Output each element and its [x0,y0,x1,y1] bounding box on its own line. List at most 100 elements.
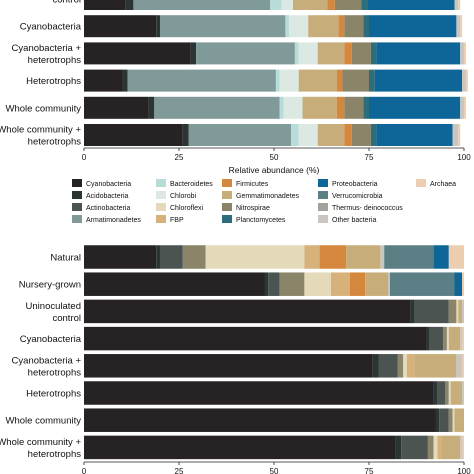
bar-segment-gemmatimonadetes [293,0,328,10]
row-label-line: Cyanobacteria + [12,355,82,366]
bar-row: Heterotrophs [26,381,464,405]
row-label-line: Cyanobacteria + [12,43,82,54]
bar-segment-armatimonadetes [188,124,292,146]
bar-segment-proteobacteria [367,0,455,10]
bar-segment-chlorobi [283,96,303,119]
bar-segment-nitrospirae [448,299,457,324]
bar-segment-archaea [460,15,463,38]
bar-segment-archaea [462,272,464,296]
bar-segment-planctomycetes [370,42,377,65]
bar-segment-actinobacteria [160,245,183,269]
bar-segment-nitrospirae [351,42,371,65]
bar-segment-firmicutes [338,15,345,38]
row-label: Cyanobacteria + heterotrophs [12,43,82,66]
bar-segment-nitrospirae [448,408,453,432]
bar-segment-actinobacteria [429,326,444,351]
row-label-line: control [52,313,81,324]
bar-segment-chloroflexi [304,272,331,296]
bar-segment-actinobacteria [401,435,428,460]
x-tick-label: 100 [457,153,471,162]
bar-segment-other [388,272,390,296]
row-label: Cyanobacteria [20,334,82,345]
bar-segment-proteobacteria [369,15,457,38]
legend-label: Thermus- deinococcus [332,205,403,212]
row-label: Natural [50,253,81,264]
x-tick-label: 25 [175,153,184,162]
legend-item: Verrucomicrobia [318,191,383,200]
legend-item: Acidobacteria [72,191,129,200]
bar-segment-chlorobi [298,124,318,146]
bar-segment-bacteroidetes [294,42,299,65]
row-label: control [52,0,81,6]
row-label-line: Whole community [6,416,82,427]
bar-segment-bacteroidetes [291,124,299,146]
bar-segment-nitrospirae [427,435,434,460]
bar-row: Whole community [6,408,464,432]
bar-segment-acidobacteria [122,69,128,92]
bar-segment-other [462,299,464,324]
bar-row: Natural [50,245,464,269]
bar-segment-other [460,42,464,65]
bar-row: Uninoculated control [26,299,464,324]
bar-segment-nitrospirae [344,15,364,38]
x-axis-title: Relative abundance (%) [229,165,320,175]
bar-row: Whole community [6,96,466,119]
bar-segment-other [460,326,463,351]
legend-label: Nitrospirae [236,205,270,212]
legend-swatch [318,179,328,187]
bar-segment-archaea [462,435,464,460]
legend-item: Gemmatimonadetes [222,191,300,200]
bar-segment-other [456,15,461,38]
row-label-line: heterotrophs [28,137,82,148]
bar-segment-chloroflexi [452,408,455,432]
row-label: Whole community + heterotrophs [0,437,81,460]
chart-panel-bottom: Natural Nursery-grown Uninoculated control C… [0,245,471,474]
row-label: Whole community + heterotrophs [0,125,81,148]
bar-segment-acidobacteria [395,435,402,460]
legend-swatch [156,179,166,187]
x-tick-label: 25 [175,467,184,474]
bar-segment-acidobacteria [426,326,430,351]
bar-segment-acidobacteria [156,15,160,38]
x-tick-label: 50 [270,153,279,162]
bar-row: control [52,0,461,10]
bar-segment-other [452,124,459,146]
bar-segment-actinobacteria [439,408,449,432]
bar-row: Cyanobacteria [20,15,463,38]
bar-segment-other [456,354,463,378]
bar-segment-armatimonadetes [127,69,276,92]
bar-segment-acidobacteria [125,0,134,10]
bar-segment-cyanobacteria [84,435,396,460]
bar-segment-gemmatimonadetes [365,272,388,296]
bar-segment-acidobacteria [410,299,415,324]
bar-row: Cyanobacteria + heterotrophs [12,42,466,66]
bar-segment-proteobacteria [376,42,461,65]
bar-segment-chlorobi [279,69,299,92]
bar-segment-firmicutes [336,96,345,119]
legend-swatch [72,191,82,199]
bar-segment-chloroflexi [448,381,451,405]
x-tick-label: 0 [82,467,87,474]
legend-swatch [416,179,426,187]
bar-segment-nitrospirae [445,381,449,405]
bar-row: Cyanobacteria [20,326,464,351]
row-label-line: Whole community [6,103,82,114]
bar-segment-chloroflexi [456,299,459,324]
bar-segment-actinobacteria [378,354,398,378]
legend-item: Proteobacteria [318,179,378,188]
x-tick-label: 0 [82,153,87,162]
bar-segment-gemmatimonadetes [346,245,381,269]
legend-label: Acidobacteria [86,193,129,200]
bar-segment-acidobacteria [156,245,160,269]
bar-segment-actinobacteria [268,272,280,296]
bar-segment-planctomycetes [369,69,375,92]
x-tick-label: 50 [270,467,279,474]
legend-swatch [222,179,232,187]
legend-label: Archaea [430,181,456,188]
bar-segment-verrucomicrobia [384,245,434,269]
legend-label: Firmicutes [236,181,269,188]
x-tick-label: 75 [365,153,374,162]
bar-segment-chlorobi [298,42,318,65]
bar-segment-other [462,381,464,405]
